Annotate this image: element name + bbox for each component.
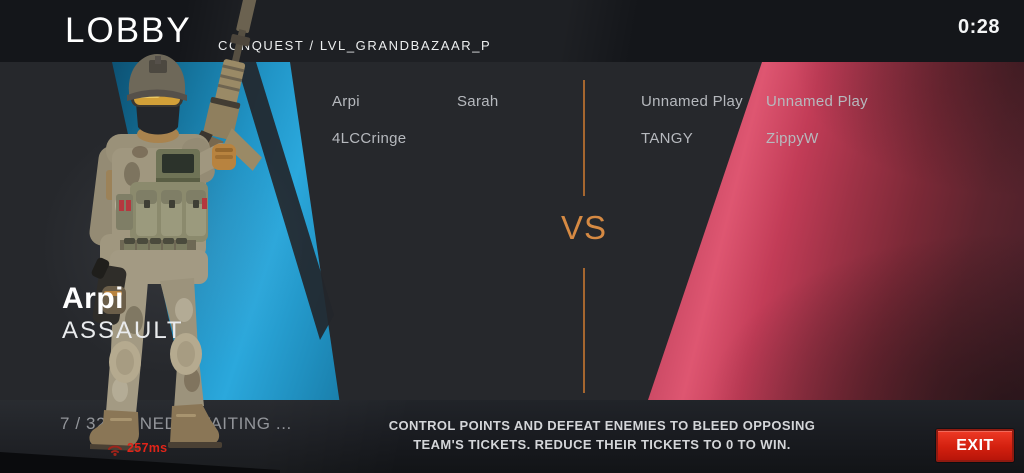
- objective-line-1: CONTROL POINTS AND DEFEAT ENEMIES TO BLE…: [388, 418, 816, 433]
- exit-button[interactable]: EXIT: [936, 429, 1014, 462]
- roster-player-name: Unnamed Play: [766, 93, 868, 110]
- page-title: LOBBY: [65, 11, 192, 50]
- team-left-roster-col2: Sarah: [457, 93, 499, 130]
- soldier-illustration: [89, 0, 262, 451]
- objective-line-2: TEAM'S TICKETS. REDUCE THEIR TICKETS TO …: [413, 437, 791, 452]
- roster-player-name: Sarah: [457, 93, 499, 110]
- team-divider-line: [583, 268, 585, 393]
- roster-player-name: Arpi: [332, 93, 360, 110]
- roster-player-name: Unnamed Play: [641, 93, 743, 110]
- ping-indicator: 257ms: [106, 440, 167, 456]
- selected-player-class: ASSAULT: [62, 317, 184, 344]
- top-bar: LOBBY CONQUEST / LVL_GRANDBAZAAR_P 0:28: [0, 0, 1024, 62]
- roster-player-name: ZippyW: [766, 130, 819, 147]
- selected-player-card: Arpi ASSAULT: [62, 282, 184, 345]
- roster-player-name: TANGY: [641, 130, 694, 147]
- team-right-roster-col2: Unnamed Play ZippyW: [766, 93, 868, 167]
- ping-value: 257ms: [127, 441, 168, 455]
- selected-player-name: Arpi: [62, 282, 124, 315]
- gamemode-map-label: CONQUEST / LVL_GRANDBAZAAR_P: [218, 38, 492, 53]
- team-divider-line: [583, 80, 585, 196]
- countdown-timer: 0:28: [957, 16, 1000, 38]
- wifi-signal-icon: [108, 445, 122, 456]
- objective-text: CONTROL POINTS AND DEFEAT ENEMIES TO BLE…: [372, 416, 832, 454]
- versus-label: VS: [560, 209, 608, 246]
- team-right-roster-col1: Unnamed Play TANGY: [641, 93, 743, 167]
- roster-player-name: 4LCCringe: [332, 130, 407, 147]
- team-left-roster-col1: Arpi 4LCCringe: [332, 93, 406, 167]
